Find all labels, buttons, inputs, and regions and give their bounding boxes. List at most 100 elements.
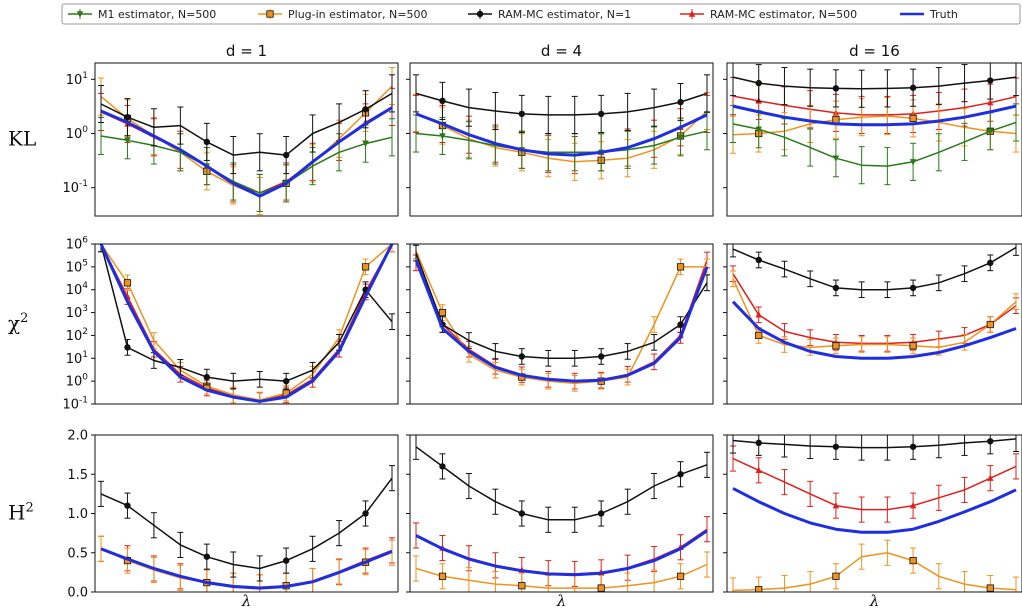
legend-marker <box>476 10 484 18</box>
plot-area <box>98 244 395 404</box>
data-point <box>282 377 290 385</box>
data-point <box>832 443 840 450</box>
panel-frame <box>94 62 399 217</box>
series-line <box>415 110 708 163</box>
error-bar <box>935 563 942 590</box>
series-truth <box>414 259 709 383</box>
legend: M1 estimator, N=500 Plug-in estimator, N=… <box>61 3 1021 25</box>
panel-h-squared-d-1: 0.0 0.5 1.0 1.5 2.0 λ <box>67 429 399 610</box>
error-bar <box>309 535 316 562</box>
x-axis-label: λ <box>241 592 252 608</box>
error-bar <box>150 108 157 147</box>
error-bar <box>413 555 419 582</box>
panel-frame <box>94 243 399 405</box>
error-bar <box>935 274 942 292</box>
data-point <box>203 138 211 146</box>
error-bar <box>704 516 710 543</box>
legend-entry-plug-in-estimator-n-500: Plug-in estimator, N=500 <box>258 8 427 21</box>
error-bar <box>571 375 578 392</box>
error-bar <box>624 368 631 386</box>
data-point <box>909 114 917 122</box>
error-bar <box>492 91 499 131</box>
data-point <box>677 321 684 328</box>
series-plug-in-estimator-n-500 <box>413 551 710 592</box>
error-bar <box>492 343 499 360</box>
error-bar <box>1013 103 1019 142</box>
error-bar <box>624 92 631 131</box>
error-bar <box>704 451 710 478</box>
error-bar <box>177 106 184 145</box>
error-bar <box>730 270 736 288</box>
panel-kl-d-16 <box>723 62 1022 217</box>
series-line <box>732 121 1017 167</box>
column-title-d-16: d = 16 <box>849 42 900 60</box>
series-line <box>732 76 1017 90</box>
error-bar <box>961 122 968 161</box>
data-point <box>362 106 369 113</box>
series-line <box>732 95 1017 116</box>
y-tick-label: 104 <box>66 281 89 298</box>
error-bar <box>730 244 736 258</box>
error-bar <box>781 67 788 106</box>
error-bar <box>781 260 788 278</box>
series-truth <box>100 547 393 590</box>
error-bar <box>807 128 814 167</box>
data-point <box>439 463 446 470</box>
error-bar <box>935 67 942 106</box>
panel-frame <box>409 62 714 217</box>
error-bar <box>389 465 395 492</box>
error-bar <box>624 130 631 169</box>
series-line <box>100 85 393 197</box>
error-bar <box>884 496 891 523</box>
error-bar <box>884 539 891 566</box>
series-line <box>415 92 708 116</box>
data-point <box>987 99 994 106</box>
legend-entry-m1-estimator-n-500: M1 estimator, N=500 <box>68 8 216 21</box>
data-point <box>909 443 917 450</box>
series-m1-estimator-n-500 <box>413 112 710 172</box>
error-bar <box>98 84 104 124</box>
series-truth <box>732 487 1017 534</box>
legend-label: Truth <box>929 8 958 21</box>
series-ram-mc-estimator-n-1 <box>98 465 395 582</box>
error-bar <box>545 372 552 390</box>
data-point <box>677 134 684 142</box>
series-line <box>732 278 1017 349</box>
error-bar <box>935 133 942 172</box>
error-bar <box>858 69 865 108</box>
data-point <box>677 98 684 106</box>
error-bar <box>309 114 316 153</box>
error-bar <box>781 575 788 592</box>
legend-entry-truth: Truth <box>900 8 958 21</box>
panel-frame <box>726 243 1022 405</box>
series-line <box>732 115 1017 136</box>
y-tick-label: 1.0 <box>67 507 88 522</box>
error-bar <box>807 68 814 107</box>
data-point <box>832 116 840 124</box>
error-bar <box>935 435 942 459</box>
error-bar <box>256 391 263 404</box>
y-tick-label: 1.5 <box>67 468 88 483</box>
series-line <box>100 477 393 570</box>
data-point <box>755 439 762 447</box>
error-bar <box>336 520 343 547</box>
series-line <box>100 106 393 198</box>
error-bar <box>177 564 184 591</box>
series-line <box>415 130 708 154</box>
error-bar <box>624 488 631 515</box>
error-bar <box>465 472 472 500</box>
x-axis-label: λ <box>869 592 880 608</box>
error-bar <box>858 146 865 185</box>
error-bar <box>413 435 419 460</box>
legend-frame <box>61 3 1021 25</box>
error-bar <box>858 281 865 299</box>
error-bar <box>545 575 552 592</box>
error-bar <box>961 265 968 283</box>
data-point <box>676 263 685 271</box>
data-point <box>832 501 840 509</box>
series-m1-estimator-n-500 <box>730 103 1019 186</box>
data-point <box>597 353 605 360</box>
error-bar <box>465 567 472 592</box>
error-bar <box>230 372 237 390</box>
